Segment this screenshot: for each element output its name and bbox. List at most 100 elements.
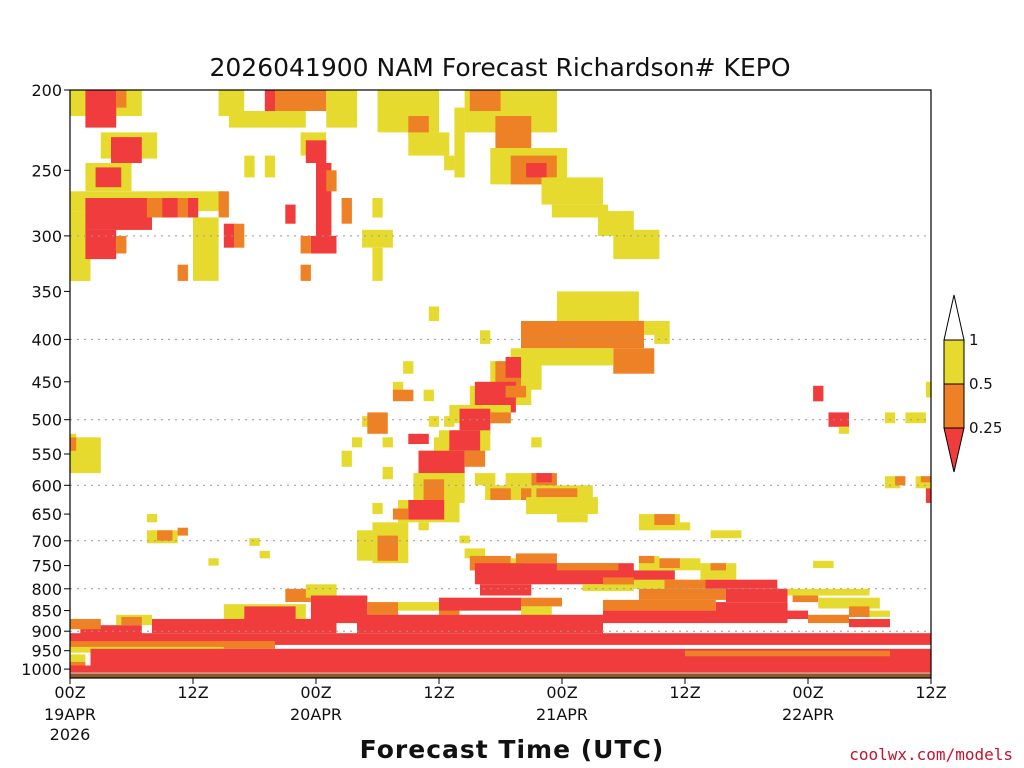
region-orange-102 [536,488,578,500]
region-red-88 [418,450,465,474]
credit-link[interactable]: coolwx.com/models [849,745,1013,764]
region-yellow-183 [521,606,552,615]
region-yellow-55 [428,306,440,321]
region-yellow-76 [428,416,440,427]
region-red-27 [305,140,327,163]
y-tick-label-750: 750 [31,557,62,576]
region-red-150 [849,619,890,628]
region-yellow-8 [70,211,91,281]
x-tick-date-4: 21APR [536,705,588,724]
region-yellow-61 [654,330,670,344]
legend-label-0: 1 [969,331,979,349]
region-orange-138 [638,588,726,600]
region-orange-188 [70,619,101,630]
x-tick-year-0: 2026 [50,725,91,744]
region-orange-100 [521,488,537,500]
region-orange-175 [285,588,311,602]
region-red-4 [111,137,142,163]
region-yellow-16 [193,217,219,281]
region-yellow-46 [454,107,465,178]
y-tick-label-800: 800 [31,580,62,599]
region-yellow-94 [474,473,496,486]
region-orange-109 [377,535,398,561]
x-tick-label-4: 00Z [546,683,577,702]
region-yellow-70 [392,381,404,398]
data-regions [70,90,932,673]
y-tick-label-500: 500 [31,411,62,430]
region-yellow-156 [249,538,260,546]
region-orange-106 [392,508,409,520]
region-yellow-62 [480,330,491,344]
region-red-160 [828,412,849,427]
region-red-9 [85,198,152,230]
region-red-33 [310,235,337,254]
region-orange-69 [505,385,527,398]
region-yellow-147 [869,610,890,617]
region-red-14 [85,229,117,260]
region-orange-182 [521,597,562,607]
x-tick-label-6: 00Z [792,683,823,702]
legend: 1 0.5 0.25 [943,294,1002,473]
region-yellow-83 [433,437,445,451]
region-yellow-37 [372,198,383,218]
legend-swatch-lt0.25 [943,427,965,473]
x-tick-label-5: 12Z [669,683,700,702]
y-tick-label-250: 250 [31,161,62,180]
region-red-6 [95,167,122,188]
region-red-1 [85,90,117,128]
region-yellow-103 [577,488,588,498]
region-red-81 [449,430,481,451]
region-orange-167 [920,476,932,483]
y-tick-label-900: 900 [31,622,62,641]
region-yellow-163 [905,412,926,424]
region-yellow-143 [787,588,870,596]
region-yellow-39 [372,247,383,281]
x-tick-date-2: 20APR [290,705,342,724]
y-tick-label-850: 850 [31,602,62,621]
region-red-190 [70,633,931,645]
region-yellow-77 [444,416,455,427]
region-yellow-179 [398,602,470,611]
region-orange-58 [521,321,644,349]
region-yellow-135 [633,579,686,589]
region-orange-124 [556,563,619,571]
y-tick-label-200: 200 [31,81,62,100]
region-yellow-195 [70,654,86,662]
region-orange-24 [275,90,327,111]
region-yellow-72 [423,389,434,402]
region-yellow-52 [551,204,609,218]
region-orange-141 [603,599,716,611]
region-red-19 [223,223,235,248]
region-yellow-42 [408,132,450,156]
region-orange-180 [439,606,460,615]
region-red-181 [439,597,521,611]
region-orange-79 [367,412,388,434]
legend-swatch-0.25-0.5 [943,383,965,429]
region-orange-178 [367,602,399,615]
region-yellow-157 [259,550,270,559]
x-axis-label: Forecast Time (UTC) [360,735,665,764]
region-orange-17 [177,264,188,281]
region-yellow-28 [244,155,255,178]
region-yellow-169 [925,381,931,398]
region-yellow-119 [464,548,486,559]
region-orange-172 [70,437,77,451]
y-tick-label-450: 450 [31,373,62,392]
region-yellow-151 [146,514,158,523]
region-yellow-95 [505,473,532,486]
region-orange-153 [157,530,173,541]
plot-frame [69,89,932,679]
region-orange-35 [300,264,311,281]
region-yellow-90 [341,450,352,467]
region-orange-15 [116,235,127,254]
x-tick-date-0: 19APR [44,705,96,724]
region-orange-146 [849,606,870,617]
x-tick-label-7: 12Z [915,683,946,702]
region-orange-186 [121,616,142,626]
chart-title: 2026041900 NAM Forecast Richardson# KEPO [210,53,791,82]
region-orange-2 [116,90,127,108]
region-yellow-40 [377,90,439,133]
y-tick-label-950: 950 [31,642,62,661]
y-tick-label-550: 550 [31,445,62,464]
x-tick-label-1: 12Z [177,683,208,702]
